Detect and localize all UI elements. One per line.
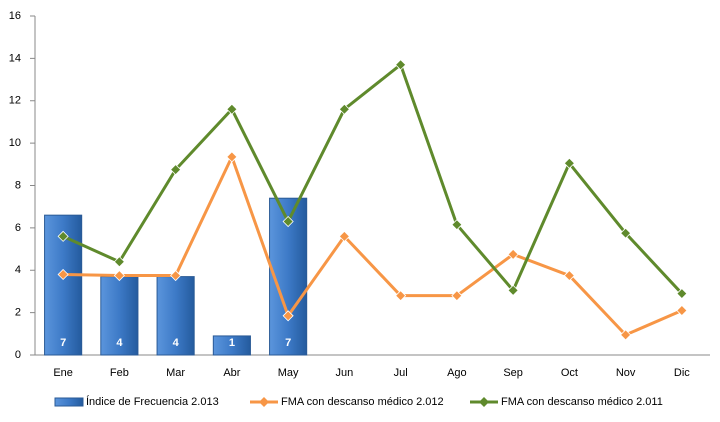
bar [212, 335, 251, 356]
legend-marker [259, 397, 269, 407]
point-marker [451, 290, 463, 302]
point-marker [282, 215, 294, 228]
y-tick-label: 0 [15, 349, 21, 361]
bar-value-label: 7 [285, 337, 291, 349]
point-marker [113, 256, 125, 268]
point-marker [57, 268, 69, 281]
y-tick-label: 2 [15, 307, 21, 319]
x-tick-label: Ago [447, 367, 467, 379]
point-marker [507, 248, 519, 260]
x-tick-label: Sep [503, 367, 523, 379]
x-tick-label: Nov [616, 367, 636, 379]
point-marker [563, 157, 575, 169]
point-marker [620, 227, 632, 239]
point-marker [507, 284, 519, 296]
point-marker [563, 269, 575, 282]
bar [100, 276, 139, 356]
y-tick-label: 8 [15, 179, 21, 191]
point-marker [226, 103, 238, 115]
point-marker [338, 230, 350, 242]
x-tick-label: Ene [53, 367, 73, 379]
point-marker [676, 287, 688, 300]
point-marker [170, 269, 182, 282]
bar-value-label: 1 [229, 337, 235, 349]
legend-label: Índice de Frecuencia 2.013 [86, 395, 219, 408]
point-marker [338, 103, 350, 115]
bar [156, 276, 195, 356]
legend-label: FMA con descanso médico 2.012 [281, 396, 444, 408]
legend-swatch [54, 397, 84, 407]
x-tick-label: May [278, 367, 299, 379]
y-tick-label: 16 [9, 10, 21, 22]
bar-value-label: 4 [116, 337, 123, 349]
point-marker [57, 230, 69, 242]
y-tick-label: 14 [9, 52, 21, 64]
x-tick-label: Feb [110, 367, 129, 379]
x-tick-label: Mar [166, 367, 185, 379]
x-tick-label: Abr [223, 367, 240, 379]
point-marker [226, 151, 238, 163]
legend-marker [479, 397, 489, 407]
x-tick-label: Jul [394, 367, 408, 379]
point-marker [395, 290, 407, 302]
point-marker [170, 164, 182, 176]
line [62, 63, 683, 295]
x-tick-label: Dic [674, 367, 690, 379]
point-marker [395, 59, 407, 71]
y-tick-label: 10 [9, 137, 21, 149]
x-tick-label: Jun [336, 367, 354, 379]
point-marker [451, 219, 463, 231]
legend-label: FMA con descanso médico 2.011 [501, 396, 663, 408]
line [63, 155, 683, 337]
point-marker [620, 329, 632, 341]
y-tick-label: 4 [15, 264, 21, 276]
point-marker [282, 310, 294, 322]
y-tick-label: 6 [15, 222, 21, 234]
x-tick-label: Oct [561, 367, 578, 379]
point-marker [113, 269, 125, 282]
y-tick-label: 12 [9, 95, 21, 107]
bar-value-label: 7 [60, 337, 66, 349]
bar-value-label: 4 [173, 337, 180, 349]
point-marker [676, 304, 688, 317]
